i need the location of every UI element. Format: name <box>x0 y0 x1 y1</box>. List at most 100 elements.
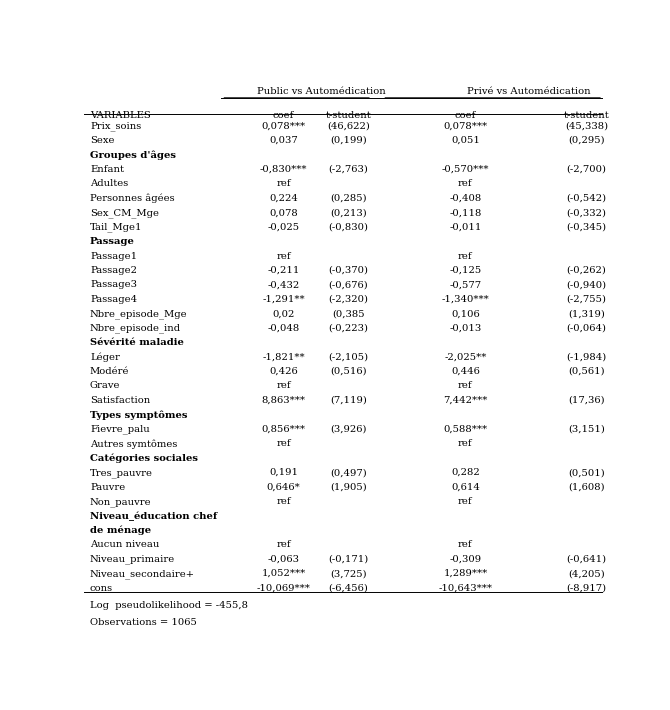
Text: Satisfaction: Satisfaction <box>90 396 150 405</box>
Text: Non_pauvre: Non_pauvre <box>90 497 151 507</box>
Text: -0,125: -0,125 <box>450 266 482 275</box>
Text: 0,446: 0,446 <box>451 367 480 376</box>
Text: Fievre_palu: Fievre_palu <box>90 425 149 435</box>
Text: (0,385: (0,385 <box>332 310 365 318</box>
Text: Passage2: Passage2 <box>90 266 137 275</box>
Text: t-student: t-student <box>326 111 371 121</box>
Text: 1,289***: 1,289*** <box>444 569 488 578</box>
Text: (-0,830): (-0,830) <box>328 223 369 231</box>
Text: (-0,542): (-0,542) <box>566 194 606 203</box>
Text: -0,432: -0,432 <box>267 280 299 290</box>
Text: 0,037: 0,037 <box>269 136 298 145</box>
Text: Types symptômes: Types symptômes <box>90 410 188 420</box>
Text: (-0,223): (-0,223) <box>328 324 369 333</box>
Text: 0,614: 0,614 <box>451 483 480 491</box>
Text: (-0,345): (-0,345) <box>566 223 606 231</box>
Text: cons: cons <box>90 584 113 593</box>
Text: Enfant: Enfant <box>90 165 124 174</box>
Text: 0,588***: 0,588*** <box>444 425 488 434</box>
Text: (-0,171): (-0,171) <box>328 555 369 564</box>
Text: (1,905): (1,905) <box>330 483 367 491</box>
Text: (0,501): (0,501) <box>568 468 605 477</box>
Text: Pauvre: Pauvre <box>90 483 125 491</box>
Text: ref: ref <box>458 439 473 448</box>
Text: Niveau_éducation chef: Niveau_éducation chef <box>90 511 217 521</box>
Text: (-0,064): (-0,064) <box>566 324 606 333</box>
Text: (-2,755): (-2,755) <box>566 295 606 304</box>
Text: -0,309: -0,309 <box>450 555 482 564</box>
Text: (-0,370): (-0,370) <box>328 266 369 275</box>
Text: (3,151): (3,151) <box>568 425 605 434</box>
Text: Passage1: Passage1 <box>90 251 137 261</box>
Text: (-0,332): (-0,332) <box>566 208 606 217</box>
Text: 0,224: 0,224 <box>269 194 298 203</box>
Text: -10,069***: -10,069*** <box>257 584 311 593</box>
Text: Tail_Mge1: Tail_Mge1 <box>90 223 143 232</box>
Text: Aucun niveau: Aucun niveau <box>90 540 159 550</box>
Text: ref: ref <box>458 381 473 391</box>
Text: (0,213): (0,213) <box>330 208 367 217</box>
Text: (-2,320): (-2,320) <box>328 295 369 304</box>
Text: (46,622): (46,622) <box>327 121 370 131</box>
Text: (-0,262): (-0,262) <box>566 266 606 275</box>
Text: (1,608): (1,608) <box>568 483 605 491</box>
Text: Passage4: Passage4 <box>90 295 137 304</box>
Text: VARIABLES: VARIABLES <box>90 111 151 121</box>
Text: coef: coef <box>273 111 294 121</box>
Text: Personnes âgées: Personnes âgées <box>90 194 175 203</box>
Text: Tres_pauvre: Tres_pauvre <box>90 468 153 478</box>
Text: -0,025: -0,025 <box>267 223 299 231</box>
Text: -1,821**: -1,821** <box>263 353 305 361</box>
Text: Autres symtômes: Autres symtômes <box>90 439 178 449</box>
Text: Observations = 1065: Observations = 1065 <box>90 618 197 627</box>
Text: (0,497): (0,497) <box>330 468 367 477</box>
Text: 0,856***: 0,856*** <box>262 425 306 434</box>
Text: -0,118: -0,118 <box>449 208 482 217</box>
Text: (-1,984): (-1,984) <box>566 353 606 361</box>
Text: -0,048: -0,048 <box>267 324 299 333</box>
Text: (-2,105): (-2,105) <box>328 353 369 361</box>
Text: ref: ref <box>276 180 291 188</box>
Text: ref: ref <box>276 497 291 506</box>
Text: ref: ref <box>458 540 473 550</box>
Text: ref: ref <box>276 381 291 391</box>
Text: (-2,763): (-2,763) <box>328 165 369 174</box>
Text: Log  pseudolikelihood = -455,8: Log pseudolikelihood = -455,8 <box>90 601 248 610</box>
Text: Léger: Léger <box>90 353 120 362</box>
Text: (0,295): (0,295) <box>568 136 605 145</box>
Text: (45,338): (45,338) <box>565 121 608 131</box>
Text: 0,646*: 0,646* <box>267 483 301 491</box>
Text: (3,926): (3,926) <box>330 425 366 434</box>
Text: -2,025**: -2,025** <box>444 353 486 361</box>
Text: ref: ref <box>458 180 473 188</box>
Text: (0,285): (0,285) <box>330 194 367 203</box>
Text: -1,291**: -1,291** <box>263 295 305 304</box>
Text: (-0,676): (-0,676) <box>329 280 368 290</box>
Text: (4,205): (4,205) <box>568 569 605 578</box>
Text: ref: ref <box>458 497 473 506</box>
Text: Public vs Automédication: Public vs Automédication <box>257 87 386 96</box>
Text: 0,078***: 0,078*** <box>261 121 306 131</box>
Text: Sexe: Sexe <box>90 136 115 145</box>
Text: 0,106: 0,106 <box>451 310 480 318</box>
Text: 0,02: 0,02 <box>273 310 295 318</box>
Text: -0,570***: -0,570*** <box>442 165 489 174</box>
Text: Adultes: Adultes <box>90 180 128 188</box>
Text: 0,282: 0,282 <box>451 468 480 477</box>
Text: Modéré: Modéré <box>90 367 129 376</box>
Text: 0,051: 0,051 <box>451 136 480 145</box>
Text: Grave: Grave <box>90 381 121 391</box>
Text: 8,863***: 8,863*** <box>262 396 306 405</box>
Text: -1,340***: -1,340*** <box>442 295 489 304</box>
Text: de ménage: de ménage <box>90 526 151 535</box>
Text: ref: ref <box>276 439 291 448</box>
Text: -0,577: -0,577 <box>450 280 482 290</box>
Text: -10,643***: -10,643*** <box>438 584 492 593</box>
Text: Niveau_secondaire+: Niveau_secondaire+ <box>90 569 195 579</box>
Text: Sex_CM_Mge: Sex_CM_Mge <box>90 208 159 218</box>
Text: Passage: Passage <box>90 237 135 246</box>
Text: -0,063: -0,063 <box>267 555 299 564</box>
Text: coef: coef <box>455 111 476 121</box>
Text: (-0,940): (-0,940) <box>566 280 606 290</box>
Text: (1,319): (1,319) <box>568 310 605 318</box>
